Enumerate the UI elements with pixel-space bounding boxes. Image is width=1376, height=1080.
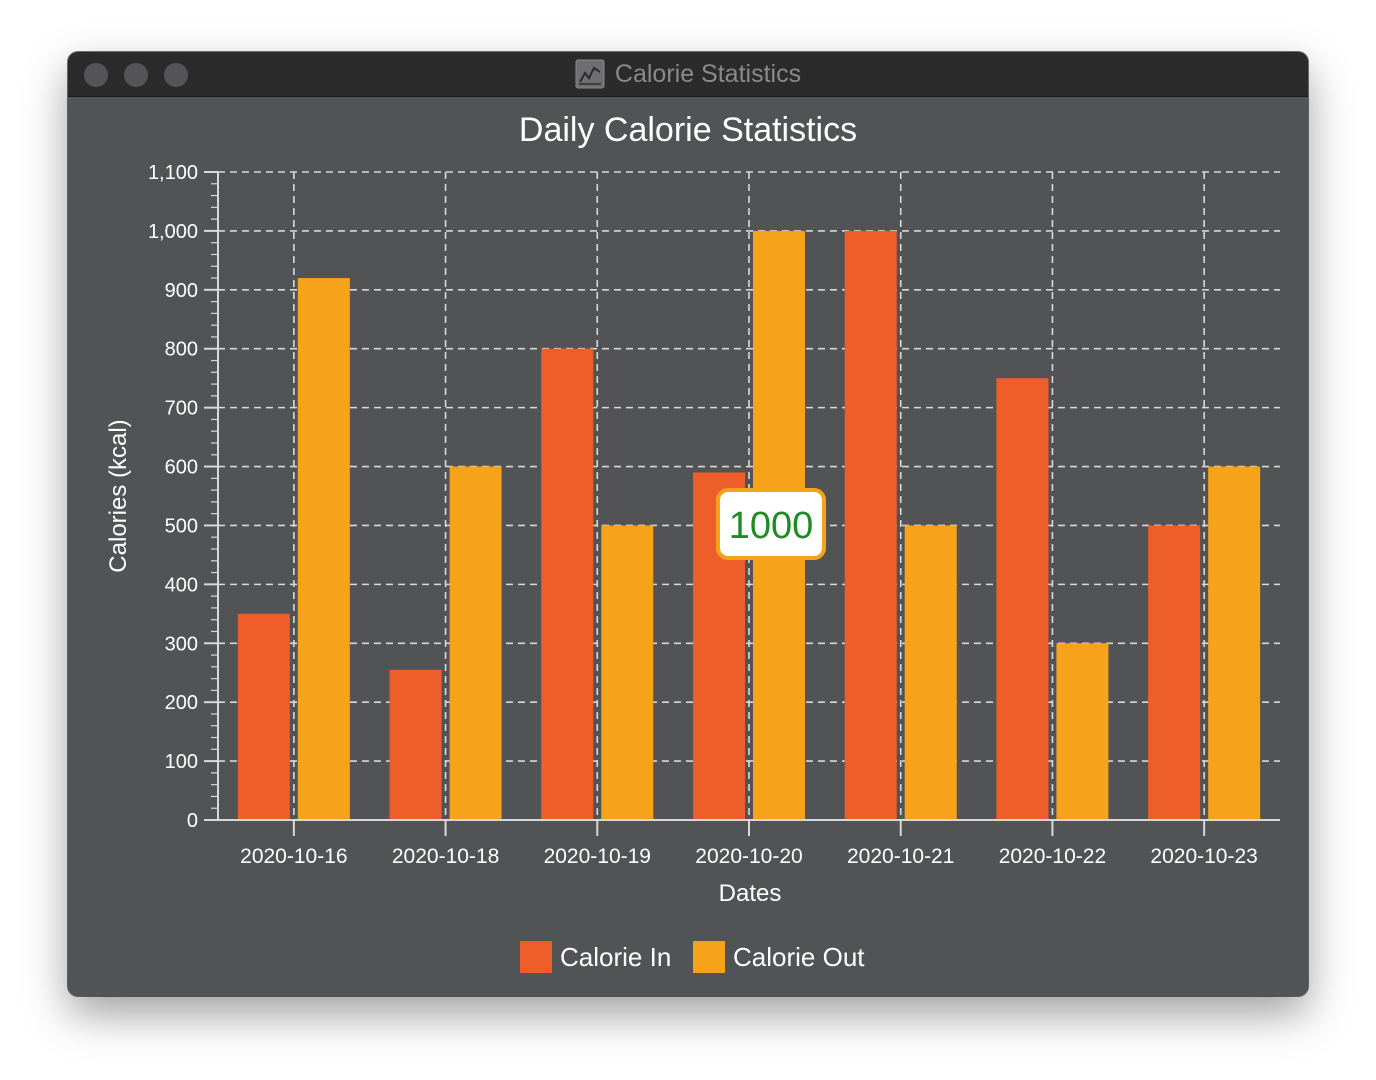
- x-tick-label: 2020-10-18: [392, 845, 499, 868]
- bar-calorie-out: [1208, 466, 1261, 820]
- y-tick-label: 700: [165, 398, 198, 420]
- y-tick-label: 300: [165, 633, 198, 655]
- y-tick-label: 200: [165, 692, 198, 714]
- bar-calorie-in: [389, 669, 442, 820]
- legend-swatch: [520, 941, 552, 973]
- x-tick-label: 2020-10-16: [240, 845, 347, 868]
- bar-calorie-out: [904, 525, 957, 820]
- app-window: Calorie Statistics Daily Calorie Statist…: [68, 52, 1308, 996]
- bar-calorie-in: [844, 230, 897, 821]
- y-tick-label: 0: [187, 810, 198, 832]
- window-title: Calorie Statistics: [614, 59, 802, 88]
- y-tick-label: 1,000: [148, 221, 198, 243]
- bar-calorie-in: [541, 348, 594, 820]
- legend-label: Calorie Out: [733, 942, 865, 972]
- chart-title: Daily Calorie Statistics: [519, 111, 857, 149]
- y-tick-label: 400: [165, 574, 198, 596]
- title-wrap: Calorie Statistics: [68, 52, 1308, 96]
- legend-swatch: [693, 941, 725, 973]
- y-axis-label: Calories (kcal): [105, 419, 132, 572]
- minimize-button[interactable]: [124, 63, 148, 87]
- x-tick-label: 2020-10-19: [544, 845, 651, 868]
- x-axis-ticks: 2020-10-16 2020-10-18 2020-10-19 2020-10-20…: [240, 820, 1258, 868]
- bar-calorie-in: [1148, 525, 1201, 820]
- y-tick-label: 100: [165, 751, 198, 773]
- bar-calorie-out: [449, 466, 502, 820]
- legend: Calorie In Calorie Out: [520, 941, 865, 973]
- x-tick-label: 2020-10-22: [999, 845, 1106, 868]
- y-tick-label: 800: [165, 339, 198, 361]
- bar-calorie-out: [1056, 643, 1109, 820]
- line-chart-icon: [575, 59, 605, 89]
- y-tick-label: 500: [165, 515, 198, 537]
- bar-calorie-in: [237, 613, 290, 820]
- bar-calorie-in: [996, 378, 1049, 820]
- close-button[interactable]: [84, 63, 108, 87]
- y-tick-label: 600: [165, 457, 198, 479]
- value-tooltip: 1000: [716, 488, 826, 560]
- bar-calorie-out: [297, 278, 350, 820]
- y-tick-label: 1,100: [148, 162, 198, 184]
- x-tick-label: 2020-10-23: [1150, 845, 1257, 868]
- y-tick-label: 900: [165, 280, 198, 302]
- zoom-button[interactable]: [164, 63, 188, 87]
- legend-label: Calorie In: [560, 942, 671, 972]
- y-minor-ticks: [211, 171, 218, 821]
- bar-chart: Daily Calorie Statistics 0 100 200 300 400 50…: [105, 111, 1280, 973]
- tooltip-box: [716, 488, 826, 560]
- bars: [237, 230, 1261, 821]
- x-tick-label: 2020-10-20: [695, 845, 802, 868]
- bar-calorie-out: [601, 525, 654, 820]
- title-bar: Calorie Statistics: [68, 52, 1308, 97]
- tooltip-text: 1000: [729, 505, 814, 547]
- x-axis-label: Dates: [719, 880, 782, 907]
- y-axis-ticks: 0 100 200 300 400 500 600 700 800 900 1,000 1,100: [148, 162, 218, 832]
- x-tick-label: 2020-10-21: [847, 845, 954, 868]
